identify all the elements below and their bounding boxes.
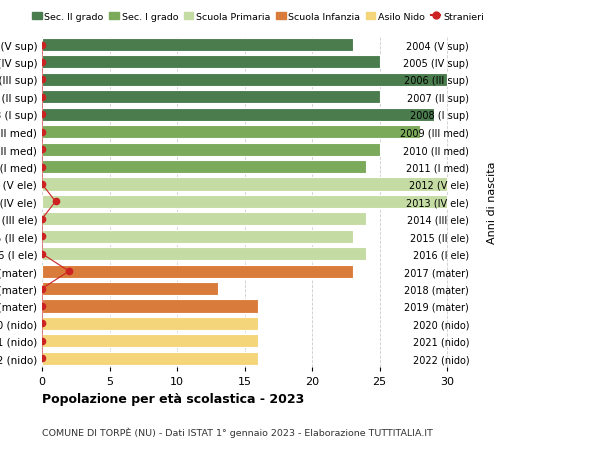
Bar [42,300,258,313]
Legend: Sec. II grado, Sec. I grado, Scuola Primaria, Scuola Infanzia, Asilo Nido, Stran: Sec. II grado, Sec. I grado, Scuola Prim… [28,9,488,25]
Bar [42,39,353,52]
Bar [42,282,218,296]
Bar [42,178,447,191]
Bar [42,196,447,208]
Bar [42,230,353,243]
Bar [42,317,258,330]
Bar [42,74,447,87]
Bar [42,91,380,104]
Bar [42,335,258,347]
Bar [42,108,433,122]
Bar [42,352,258,365]
Bar [42,56,380,69]
Bar [42,143,380,157]
Bar [42,247,366,261]
Text: Popolazione per età scolastica - 2023: Popolazione per età scolastica - 2023 [42,392,304,405]
Bar [42,161,366,174]
Y-axis label: Anni di nascita: Anni di nascita [487,161,497,243]
Text: COMUNE DI TORPÈ (NU) - Dati ISTAT 1° gennaio 2023 - Elaborazione TUTTITALIA.IT: COMUNE DI TORPÈ (NU) - Dati ISTAT 1° gen… [42,427,433,437]
Bar [42,265,353,278]
Bar [42,213,366,226]
Bar [42,126,420,139]
